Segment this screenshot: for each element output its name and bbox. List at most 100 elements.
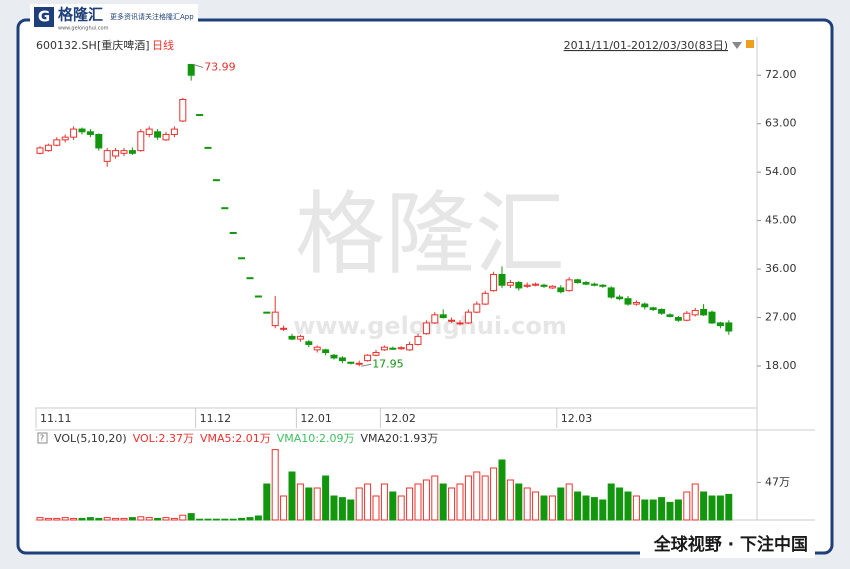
volume-bar xyxy=(204,518,212,521)
volume-bar xyxy=(196,518,204,521)
candle-body xyxy=(565,279,573,292)
volume-bar xyxy=(565,483,573,521)
candle-body xyxy=(170,128,178,135)
y-tick-label: 72.00 xyxy=(765,68,797,81)
volume-bar xyxy=(372,495,380,521)
volume-bar xyxy=(154,517,162,521)
volume-bar xyxy=(296,483,304,521)
volume-bar xyxy=(532,491,540,521)
volume-bar xyxy=(170,517,178,521)
volume-bar xyxy=(716,495,724,521)
candle-body xyxy=(641,303,649,308)
volume-bar xyxy=(380,483,388,521)
volume-bar xyxy=(364,483,372,521)
volume-bar xyxy=(187,513,195,521)
candle-body xyxy=(322,349,330,354)
candle-body xyxy=(523,284,531,287)
candle-body xyxy=(666,314,674,317)
volume-bar xyxy=(280,495,288,521)
candle-body xyxy=(246,277,254,280)
volume-bar xyxy=(347,499,355,521)
candle-body xyxy=(53,139,61,146)
volume-bar xyxy=(557,487,565,521)
volume-bar xyxy=(128,517,136,521)
candle-body xyxy=(431,314,439,324)
volume-bar xyxy=(95,517,103,521)
candle-body xyxy=(599,284,607,287)
volume-bar xyxy=(53,517,61,521)
volume-bar xyxy=(103,517,111,521)
candle-body xyxy=(557,287,565,293)
dropdown[interactable] xyxy=(732,42,742,49)
lock-icon[interactable] xyxy=(746,40,754,48)
candle-body xyxy=(338,357,346,362)
volume-bar xyxy=(44,517,52,521)
candle-body xyxy=(95,133,103,149)
candle-body xyxy=(187,63,195,76)
volume-bar xyxy=(406,487,414,521)
watermark-url: www.gelonghui.com xyxy=(293,312,567,340)
slogan: 更多资讯请关注格隆汇App xyxy=(110,12,194,21)
candle-body xyxy=(179,98,187,122)
candle-body xyxy=(473,303,481,313)
y-tick-label: 63.00 xyxy=(765,117,797,130)
vol-tick-label: 47万 xyxy=(765,475,790,488)
candle-body xyxy=(288,335,296,340)
candle-body xyxy=(548,285,556,289)
candle-body xyxy=(708,311,716,324)
volume-bar xyxy=(61,517,69,521)
candle-body xyxy=(78,128,86,133)
volume-bar xyxy=(498,459,506,521)
vol-legend: VMA20:1.93万 xyxy=(361,432,439,445)
candle-body xyxy=(120,150,128,154)
y-tick-label: 18.00 xyxy=(765,359,797,372)
date-range[interactable]: 2011/11/01-2012/03/30(83日) xyxy=(564,39,728,52)
y-tick-label: 54.00 xyxy=(765,165,797,178)
volume-bar xyxy=(490,467,498,521)
candle-body xyxy=(632,301,640,305)
volume-bar xyxy=(254,515,262,521)
candle-body xyxy=(414,335,422,345)
volume-bar xyxy=(305,487,313,521)
volume-bar xyxy=(397,495,405,521)
candle-body xyxy=(406,343,414,351)
vol-legend: VOL(5,10,20) xyxy=(54,432,127,445)
volume-bar xyxy=(212,518,220,521)
candle-body xyxy=(305,341,313,345)
volume-bar xyxy=(523,487,531,521)
volume-bar xyxy=(515,483,523,521)
volume-bar xyxy=(322,475,330,521)
volume-bar xyxy=(389,491,397,521)
candle-body xyxy=(36,147,44,154)
volume-bar xyxy=(540,495,548,521)
volume-bar xyxy=(574,491,582,521)
candle-body xyxy=(464,311,472,324)
frame xyxy=(16,18,834,555)
logo-g: G xyxy=(38,8,50,26)
help-icon[interactable] xyxy=(37,432,48,444)
candle-body xyxy=(280,327,288,330)
volume-bar xyxy=(590,497,598,521)
candle-body xyxy=(439,314,447,319)
candle-body xyxy=(70,128,78,138)
x-tick-label: 12.03 xyxy=(561,412,593,425)
volume-bar xyxy=(658,497,666,521)
candle-body xyxy=(490,273,498,292)
high-pointer xyxy=(193,64,204,68)
candle-body xyxy=(44,144,52,152)
volume-bar xyxy=(330,495,338,521)
period: 日线 xyxy=(152,38,174,52)
watermark: 格隆汇 xyxy=(295,182,565,287)
x-tick-label: 11.11 xyxy=(40,412,72,425)
volume-bar xyxy=(582,495,590,521)
candle-body xyxy=(725,322,733,332)
volume-bar xyxy=(481,475,489,521)
candle-body xyxy=(532,283,540,286)
volume-bar xyxy=(473,471,481,521)
candle-body xyxy=(616,296,624,300)
volume-bar xyxy=(548,495,556,521)
vol-legend: VMA10:2.09万 xyxy=(277,432,355,445)
candle-body xyxy=(238,257,246,260)
candle-body xyxy=(674,317,682,321)
candle-body xyxy=(128,150,136,154)
